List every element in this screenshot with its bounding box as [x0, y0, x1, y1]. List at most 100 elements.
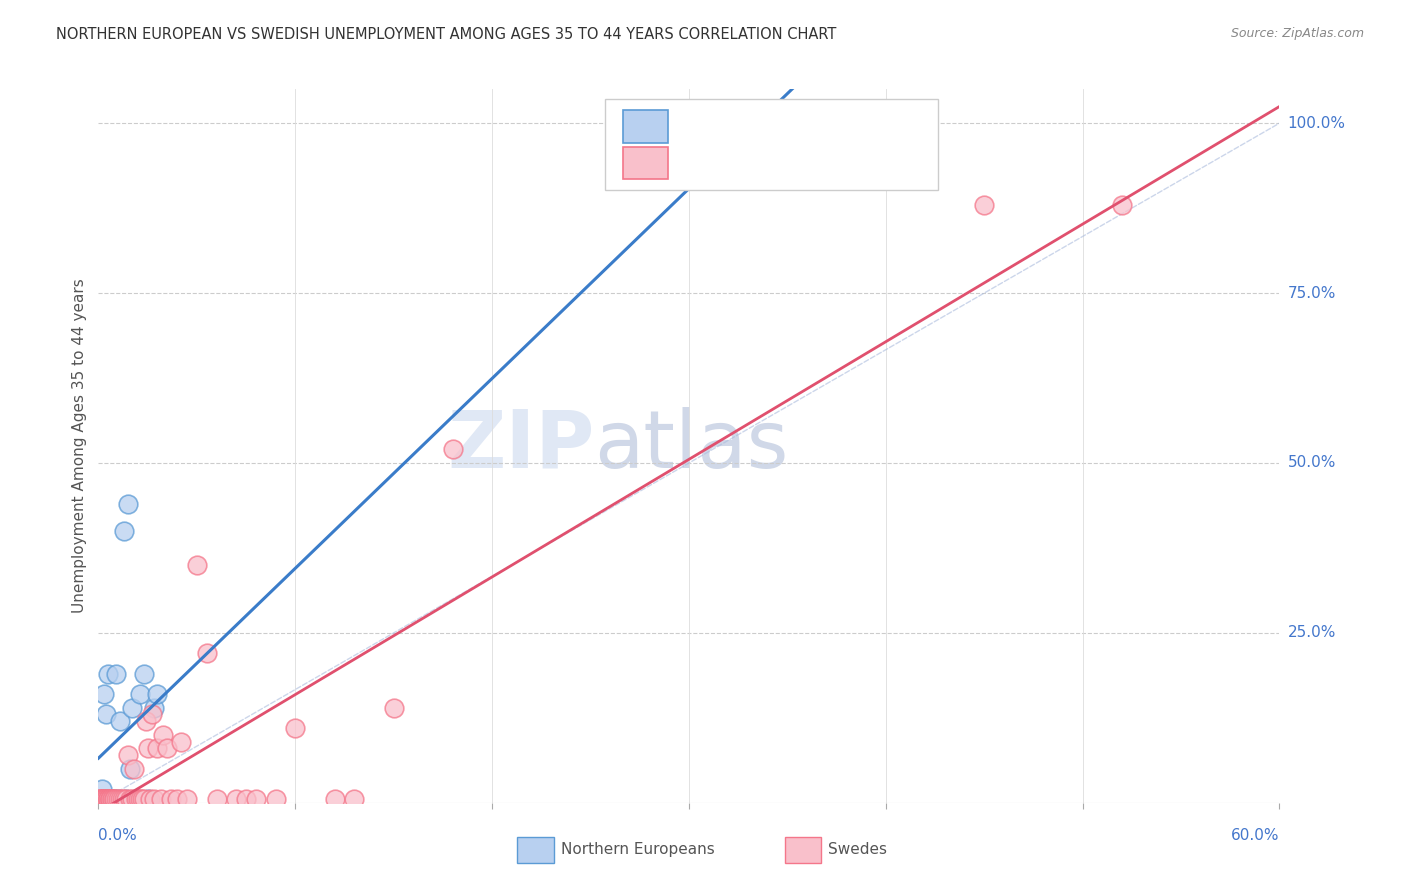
- Point: [146, 687, 169, 701]
- Point: [121, 700, 143, 714]
- Text: 25.0%: 25.0%: [1288, 625, 1336, 640]
- Point: [136, 792, 159, 806]
- Point: [441, 442, 464, 457]
- Point: [264, 792, 287, 806]
- Point: [97, 666, 120, 681]
- Point: [103, 792, 125, 806]
- Text: Swedes: Swedes: [828, 842, 887, 857]
- Point: [105, 792, 128, 806]
- Point: [115, 792, 138, 806]
- Point: [93, 792, 115, 806]
- Point: [776, 116, 799, 130]
- Point: [382, 700, 405, 714]
- Point: [156, 741, 179, 756]
- Point: [170, 734, 193, 748]
- Point: [89, 792, 111, 806]
- Point: [108, 792, 131, 806]
- Point: [103, 792, 125, 806]
- Point: [108, 714, 131, 729]
- Point: [132, 666, 155, 681]
- Point: [131, 792, 153, 806]
- Point: [101, 792, 124, 806]
- Point: [186, 558, 208, 572]
- Point: [96, 792, 118, 806]
- Point: [98, 792, 121, 806]
- Point: [111, 792, 134, 806]
- Point: [115, 792, 138, 806]
- Point: [125, 792, 148, 806]
- Point: [717, 116, 740, 130]
- Point: [142, 792, 165, 806]
- Point: [160, 792, 183, 806]
- Point: [117, 748, 139, 763]
- Point: [112, 792, 135, 806]
- Point: [141, 707, 163, 722]
- Point: [103, 792, 125, 806]
- Point: [973, 198, 995, 212]
- Text: 50.0%: 50.0%: [1288, 456, 1336, 470]
- Point: [1111, 198, 1133, 212]
- Point: [96, 707, 118, 722]
- Point: [98, 792, 121, 806]
- Point: [118, 792, 141, 806]
- Point: [135, 714, 157, 729]
- Point: [205, 792, 228, 806]
- Point: [122, 762, 145, 776]
- Point: [98, 792, 121, 806]
- Point: [93, 792, 115, 806]
- Point: [112, 524, 135, 538]
- Point: [89, 792, 111, 806]
- Y-axis label: Unemployment Among Ages 35 to 44 years: Unemployment Among Ages 35 to 44 years: [72, 278, 87, 614]
- Point: [235, 792, 257, 806]
- Text: 100.0%: 100.0%: [1288, 116, 1346, 131]
- Text: N =  61: N = 61: [772, 153, 846, 171]
- Point: [138, 792, 160, 806]
- Point: [101, 792, 124, 806]
- Point: [146, 741, 169, 756]
- Point: [96, 792, 118, 806]
- Point: [225, 792, 247, 806]
- Point: [150, 792, 173, 806]
- Point: [125, 792, 148, 806]
- Point: [91, 782, 114, 797]
- Point: [132, 792, 155, 806]
- Point: [127, 792, 149, 806]
- Point: [89, 792, 111, 806]
- Point: [105, 666, 128, 681]
- Point: [97, 792, 120, 806]
- Text: 60.0%: 60.0%: [1232, 828, 1279, 843]
- Text: atlas: atlas: [595, 407, 789, 485]
- Point: [152, 728, 174, 742]
- Text: 75.0%: 75.0%: [1288, 285, 1336, 301]
- Point: [118, 762, 141, 776]
- Point: [117, 497, 139, 511]
- Point: [93, 687, 115, 701]
- Point: [107, 792, 129, 806]
- Point: [89, 792, 111, 806]
- Point: [97, 792, 120, 806]
- Text: Source: ZipAtlas.com: Source: ZipAtlas.com: [1230, 27, 1364, 40]
- Point: [101, 792, 124, 806]
- Text: R = 0.783: R = 0.783: [676, 153, 775, 171]
- Point: [98, 792, 121, 806]
- Text: 0.0%: 0.0%: [98, 828, 138, 843]
- Text: R = 0.592: R = 0.592: [676, 118, 775, 136]
- Text: ZIP: ZIP: [447, 407, 595, 485]
- Point: [107, 792, 129, 806]
- Text: NORTHERN EUROPEAN VS SWEDISH UNEMPLOYMENT AMONG AGES 35 TO 44 YEARS CORRELATION : NORTHERN EUROPEAN VS SWEDISH UNEMPLOYMEN…: [56, 27, 837, 42]
- Point: [323, 792, 346, 806]
- Point: [121, 792, 143, 806]
- Point: [136, 741, 159, 756]
- Point: [142, 700, 165, 714]
- Point: [284, 721, 307, 735]
- Point: [91, 792, 114, 806]
- Point: [97, 792, 120, 806]
- Point: [128, 687, 150, 701]
- Point: [93, 792, 115, 806]
- Point: [128, 792, 150, 806]
- Point: [343, 792, 366, 806]
- Point: [176, 792, 198, 806]
- Point: [93, 792, 115, 806]
- Text: N = 24: N = 24: [772, 118, 839, 136]
- Point: [91, 792, 114, 806]
